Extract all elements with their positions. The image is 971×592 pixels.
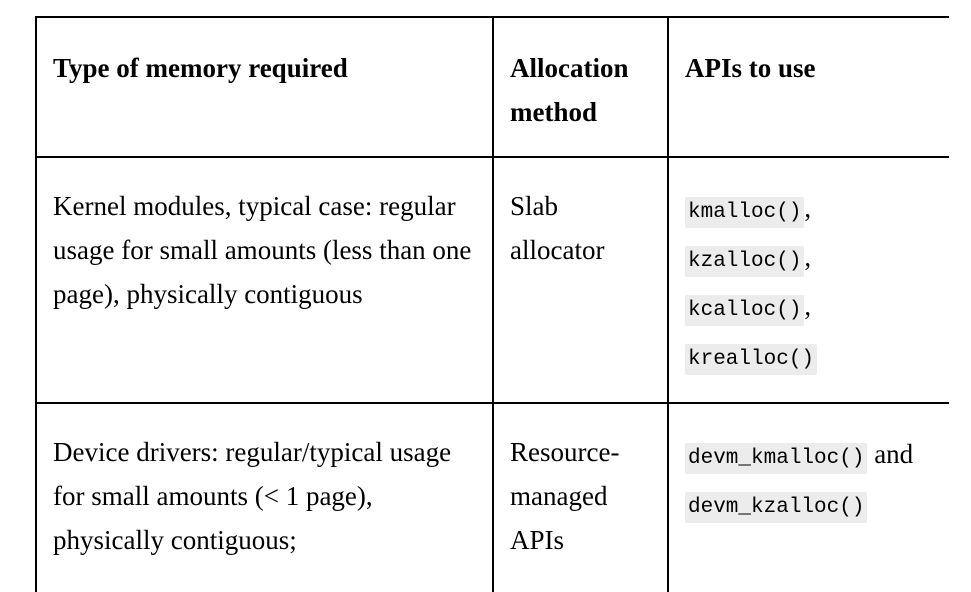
memory-allocation-table-container: Type of memory required Allocation metho… xyxy=(35,16,949,592)
api-entry: kmalloc(), xyxy=(685,186,935,235)
api-entry: kzalloc(), xyxy=(685,235,935,284)
header-type-of-memory: Type of memory required xyxy=(35,16,494,158)
api-separator: , xyxy=(804,193,812,223)
cell-memory-type: Kernel modules, typical case: regular us… xyxy=(35,156,494,404)
api-code: devm_kzalloc() xyxy=(685,492,868,523)
header-allocation-method: Allocation method xyxy=(492,16,669,158)
cell-apis: kmalloc(), kzalloc(), kcalloc(), kreallo… xyxy=(667,156,949,404)
table-row: Device drivers: regular/typical usage fo… xyxy=(35,402,949,592)
api-entry: kcalloc(), xyxy=(685,284,935,333)
api-code: kmalloc() xyxy=(685,197,805,228)
api-entry: devm_kzalloc() xyxy=(685,481,935,530)
api-code: devm_kmalloc() xyxy=(685,443,868,474)
table-header-row: Type of memory required Allocation metho… xyxy=(35,16,949,158)
api-separator: , xyxy=(804,242,812,272)
api-code: kzalloc() xyxy=(685,246,805,277)
cell-allocation-method: Resource-managed APIs xyxy=(492,402,669,592)
api-entry: devm_kmalloc() and xyxy=(685,432,935,481)
cell-apis: devm_kmalloc() and devm_kzalloc() xyxy=(667,402,949,592)
api-separator: , xyxy=(804,291,812,321)
api-code: krealloc() xyxy=(685,344,818,375)
table-row: Kernel modules, typical case: regular us… xyxy=(35,156,949,404)
api-code: kcalloc() xyxy=(685,295,805,326)
cell-allocation-method: Slab allocator xyxy=(492,156,669,404)
header-apis-to-use: APIs to use xyxy=(667,16,949,158)
memory-allocation-table: Type of memory required Allocation metho… xyxy=(35,16,949,592)
api-entry: krealloc() xyxy=(685,333,935,382)
cell-memory-type: Device drivers: regular/typical usage fo… xyxy=(35,402,494,592)
api-separator: and xyxy=(867,439,914,469)
